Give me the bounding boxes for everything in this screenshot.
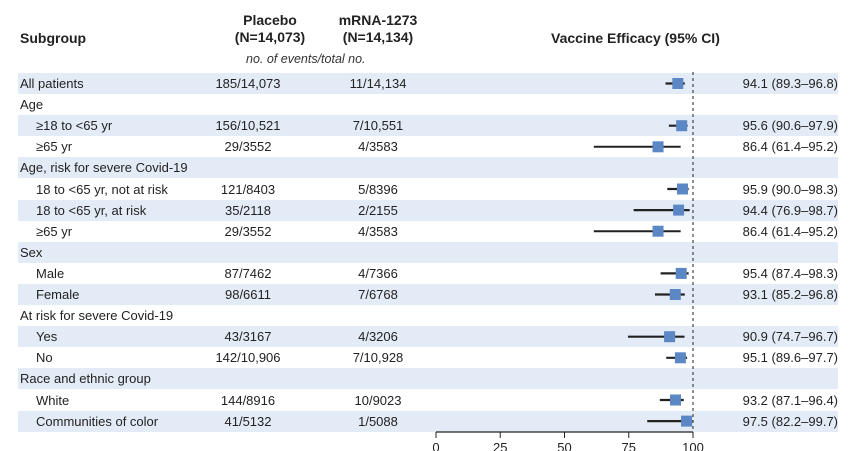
efficacy-value: 94.4 (76.9–98.7) xyxy=(742,202,838,218)
placebo-events: 87/7462 xyxy=(224,265,272,281)
subgroup-label: Age, risk for severe Covid-19 xyxy=(20,160,188,176)
x-tick-label: 50 xyxy=(557,440,571,451)
table-row: ≥65 yr 29/3552 4/3583 86.4 (61.4–95.2) xyxy=(18,221,838,242)
mrna-header-name: mRNA-1273 xyxy=(338,12,418,28)
efficacy-value: 95.6 (90.6–97.9) xyxy=(742,118,838,134)
point-estimate-marker xyxy=(676,120,688,132)
table-row: Male 87/7462 4/7366 95.4 (87.4–98.3) xyxy=(18,263,838,284)
placebo-events: 35/2118 xyxy=(224,202,272,218)
placebo-events: 98/6611 xyxy=(224,287,272,302)
group-header-row: Race and ethnic group xyxy=(18,368,838,390)
placebo-events: 29/3552 xyxy=(224,139,272,155)
placebo-events: 121/8403 xyxy=(220,181,276,197)
subgroup-label: ≥65 yr xyxy=(36,223,73,239)
efficacy-value: 86.4 (61.4–95.2) xyxy=(742,139,838,155)
point-estimate-marker xyxy=(673,204,685,216)
placebo-events: 41/5132 xyxy=(224,413,272,429)
mrna-events: 7/6768 xyxy=(358,287,398,302)
subgroup-label: White xyxy=(36,392,70,408)
placebo-events: 142/10,906 xyxy=(215,350,281,366)
point-estimate-marker xyxy=(675,267,687,279)
subgroup-label: Communities of color xyxy=(36,413,159,429)
subgroup-label: ≥65 yr xyxy=(36,139,73,155)
efficacy-value: 95.4 (87.4–98.3) xyxy=(742,265,838,281)
mrna-events: 5/8396 xyxy=(358,181,398,197)
mrna-header-count: (N=14,134) xyxy=(342,29,414,45)
point-estimate-marker xyxy=(670,394,682,406)
efficacy-value: 90.9 (74.7–96.7) xyxy=(742,329,838,345)
point-estimate-marker xyxy=(652,225,664,237)
efficacy-value: 95.9 (90.0–98.3) xyxy=(742,181,838,197)
point-estimate-marker xyxy=(652,141,664,153)
point-estimate-marker xyxy=(681,415,693,427)
efficacy-value: 97.5 (82.2–99.7) xyxy=(742,413,838,429)
efficacy-value: 93.1 (85.2–96.8) xyxy=(742,287,838,302)
group-header-row: Age xyxy=(18,94,838,115)
placebo-events: 29/3552 xyxy=(224,223,272,239)
subgroup-label: Race and ethnic group xyxy=(20,371,151,387)
subgroup-label: Age xyxy=(20,97,44,113)
table-row: 18 to <65 yr, at risk 35/2118 2/2155 94.4 (… xyxy=(18,199,838,221)
mrna-header: mRNA-1273 (N=14,134) xyxy=(318,12,438,46)
subgroup-label: All patients xyxy=(20,76,84,91)
table-row: Yes 43/3167 4/3206 90.9 (74.7–96.7) xyxy=(18,326,838,348)
mrna-events: 1/5088 xyxy=(358,413,398,429)
subgroup-label: At risk for severe Covid-19 xyxy=(20,308,174,324)
mrna-events: 4/3206 xyxy=(358,329,398,345)
table-row: 18 to <65 yr, not at risk 121/8403 5/8396 9… xyxy=(18,179,838,200)
subgroup-label: Female xyxy=(36,287,80,302)
placebo-events: 144/8916 xyxy=(220,392,276,408)
mrna-events: 7/10,928 xyxy=(352,350,404,366)
x-tick-label: 75 xyxy=(622,440,636,451)
x-tick-label: 100 xyxy=(682,440,704,451)
table-row: Female 98/6611 7/6768 93.1 (85.2–96.8) xyxy=(18,284,838,305)
point-estimate-marker xyxy=(669,289,681,300)
mrna-events: 11/14,134 xyxy=(349,76,407,91)
subgroup-label: Sex xyxy=(20,244,43,260)
table-row: White 144/8916 10/9023 93.2 (87.1–96.4) xyxy=(18,390,838,411)
subgroup-label: 18 to <65 yr, not at risk xyxy=(36,181,168,197)
efficacy-value: 95.1 (89.6–97.7) xyxy=(742,350,838,366)
table-row: ≥18 to <65 yr 156/10,521 7/10,551 95.6 (90.… xyxy=(18,115,838,137)
placebo-header-count: (N=14,073) xyxy=(234,29,306,45)
subgroup-label: Male xyxy=(36,265,65,281)
mrna-events: 7/10,551 xyxy=(352,118,404,134)
x-tick-label: 0 xyxy=(432,440,439,451)
placebo-header-name: Placebo xyxy=(243,12,297,28)
group-header-row: Sex xyxy=(18,241,838,263)
point-estimate-marker xyxy=(664,331,676,343)
units-subheader: no. of events/total no. xyxy=(246,52,366,66)
subgroup-label: 18 to <65 yr, at risk xyxy=(36,202,147,218)
x-tick-label: 25 xyxy=(493,440,507,451)
efficacy-value: 86.4 (61.4–95.2) xyxy=(742,223,838,239)
group-header-row: At risk for severe Covid-19 xyxy=(18,305,838,326)
point-estimate-marker xyxy=(676,183,688,195)
table-row: All patients 185/14,073 11/14,134 94.1 (89.… xyxy=(18,73,838,94)
group-header-row: Age, risk for severe Covid-19 xyxy=(18,157,838,179)
efficacy-header: Vaccine Efficacy (95% CI) xyxy=(551,30,720,46)
table-row: No 142/10,906 7/10,928 95.1 (89.6–97.7) xyxy=(18,347,838,368)
subgroup-label: ≥18 to <65 yr xyxy=(36,118,113,134)
mrna-events: 2/2155 xyxy=(358,202,398,218)
subgroup-label: Yes xyxy=(36,329,58,345)
placebo-events: 185/14,073 xyxy=(215,76,281,91)
efficacy-value: 93.2 (87.1–96.4) xyxy=(742,392,838,408)
mrna-events: 4/7366 xyxy=(358,265,398,281)
placebo-events: 43/3167 xyxy=(224,329,272,345)
point-estimate-marker xyxy=(672,78,684,89)
table-row: Communities of color 41/5132 1/5088 97.5 (8… xyxy=(18,410,838,432)
placebo-header: Placebo (N=14,073) xyxy=(210,12,330,46)
placebo-events: 156/10,521 xyxy=(215,118,281,134)
subgroup-header: Subgroup xyxy=(20,30,87,46)
mrna-events: 4/3583 xyxy=(358,139,398,155)
mrna-events: 4/3583 xyxy=(358,223,398,239)
point-estimate-marker xyxy=(674,352,686,364)
subgroup-label: No xyxy=(36,350,53,366)
efficacy-value: 94.1 (89.3–96.8) xyxy=(742,76,838,91)
mrna-events: 10/9023 xyxy=(354,392,402,408)
table-row: ≥65 yr 29/3552 4/3583 86.4 (61.4–95.2) xyxy=(18,136,838,157)
